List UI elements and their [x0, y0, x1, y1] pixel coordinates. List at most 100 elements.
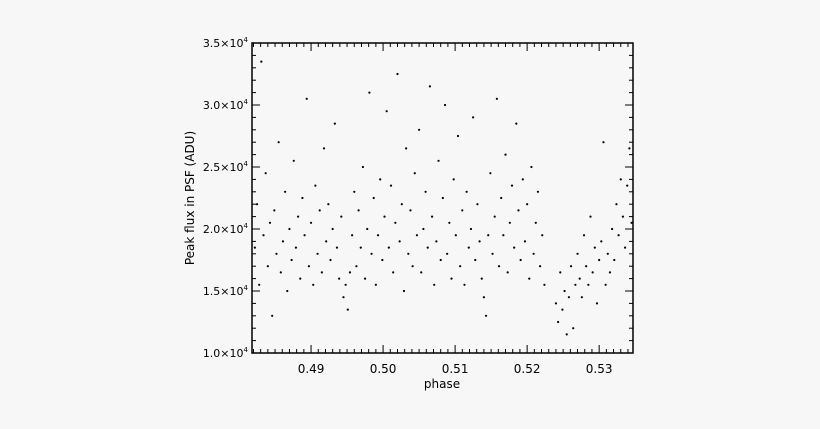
- data-point: [528, 277, 531, 280]
- x-tick-label: 0.50: [370, 362, 397, 376]
- data-point: [452, 178, 455, 181]
- y-axis-label: Peak flux in PSF (ADU): [183, 131, 197, 265]
- data-point: [600, 240, 603, 243]
- data-point: [559, 271, 562, 274]
- data-point: [296, 215, 300, 218]
- y-tick-label: 1.5×104: [203, 284, 249, 298]
- data-point: [372, 196, 375, 200]
- data-point: [290, 258, 293, 262]
- x-tick-labels: 0.49 0.50 0.51 0.52 0.53: [298, 362, 613, 376]
- data-point: [443, 103, 447, 107]
- data-point: [385, 110, 388, 113]
- data-point: [307, 265, 310, 268]
- data-points: [253, 60, 633, 336]
- data-point: [327, 203, 330, 206]
- data-point: [314, 184, 317, 187]
- data-point: [305, 97, 308, 100]
- data-point: [301, 196, 304, 200]
- data-point: [532, 252, 535, 255]
- data-point: [480, 277, 483, 280]
- data-point: [275, 252, 278, 255]
- data-point: [366, 227, 369, 231]
- data-point: [574, 283, 577, 286]
- data-point: [467, 246, 470, 249]
- data-point: [379, 178, 382, 181]
- data-point: [623, 246, 627, 249]
- data-point: [383, 215, 386, 218]
- data-point: [613, 258, 616, 262]
- data-point: [441, 196, 444, 200]
- data-point: [355, 265, 358, 268]
- data-point: [335, 246, 339, 249]
- y-tick-label: 2.0×104: [203, 222, 249, 236]
- data-point: [519, 258, 522, 262]
- data-point: [585, 265, 588, 268]
- data-point: [260, 60, 263, 63]
- data-point: [595, 302, 599, 305]
- data-point: [292, 159, 295, 162]
- data-point: [413, 172, 416, 175]
- data-point: [461, 209, 464, 212]
- data-point: [309, 221, 313, 224]
- data-point: [284, 190, 287, 193]
- data-point: [392, 271, 395, 274]
- data-point: [611, 227, 614, 231]
- data-point: [450, 277, 453, 280]
- data-point: [628, 147, 631, 150]
- data-point: [439, 258, 442, 262]
- data-point: [262, 234, 265, 237]
- data-point: [506, 271, 509, 274]
- data-point: [435, 240, 438, 243]
- data-point: [299, 277, 302, 280]
- data-point: [504, 153, 507, 156]
- data-point: [463, 283, 466, 286]
- data-point: [491, 252, 494, 255]
- data-point: [405, 147, 408, 150]
- data-point: [428, 85, 431, 88]
- y-tick-labels: 1.0×104 1.5×104 2.0×104 2.5×104 3.0×104 3.5×1…: [203, 36, 249, 360]
- data-point: [402, 289, 406, 293]
- data-point: [417, 128, 421, 131]
- data-point: [253, 246, 256, 249]
- data-point: [415, 234, 419, 237]
- data-point: [318, 209, 321, 212]
- data-point: [448, 221, 451, 224]
- data-point: [389, 184, 393, 187]
- data-point: [576, 252, 579, 255]
- data-point: [381, 258, 384, 262]
- data-point: [530, 165, 533, 169]
- data-point: [351, 234, 354, 237]
- data-point: [348, 271, 352, 274]
- data-point: [359, 246, 362, 249]
- data-point: [526, 203, 529, 206]
- data-point: [541, 234, 544, 237]
- data-point: [591, 271, 594, 274]
- data-point: [266, 265, 269, 268]
- data-point: [510, 184, 514, 187]
- y-tick-label: 3.5×104: [203, 36, 249, 50]
- data-point: [567, 296, 570, 299]
- data-point: [630, 221, 633, 224]
- data-point: [446, 252, 449, 255]
- data-point: [456, 134, 460, 138]
- data-point: [606, 252, 609, 255]
- data-point: [556, 320, 560, 324]
- data-point: [329, 258, 332, 262]
- data-point: [258, 283, 261, 286]
- data-point: [474, 258, 477, 262]
- data-point: [312, 283, 315, 286]
- data-point: [422, 227, 425, 231]
- data-point: [554, 302, 558, 305]
- data-point: [476, 203, 479, 206]
- data-point: [264, 172, 267, 175]
- data-point: [598, 258, 601, 262]
- data-point: [602, 141, 605, 144]
- data-point: [495, 97, 498, 100]
- data-point: [523, 240, 527, 243]
- data-point: [489, 172, 492, 175]
- data-point: [482, 296, 486, 299]
- x-axis-label: phase: [424, 377, 460, 391]
- data-point: [437, 159, 440, 162]
- data-point: [497, 265, 501, 268]
- data-point: [587, 283, 590, 286]
